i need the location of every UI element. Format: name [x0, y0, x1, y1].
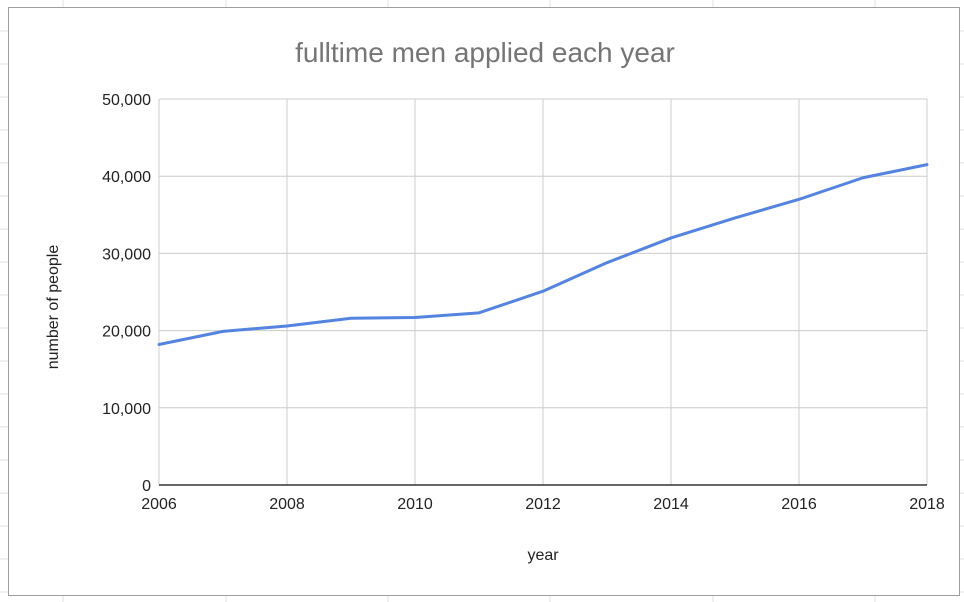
series-layer — [157, 163, 929, 346]
y-axis-title: number of people — [45, 245, 62, 370]
line-chart: fulltime men applied each year 0 10,000 20… — [45, 37, 945, 564]
x-tick-label: 2008 — [269, 496, 305, 513]
x-tick-label: 2018 — [909, 496, 945, 513]
y-tick-label: 30,000 — [102, 246, 151, 263]
x-tick-label: 2016 — [781, 496, 817, 513]
series-line — [157, 163, 929, 346]
x-axis-title: year — [527, 547, 559, 564]
chart-container[interactable]: fulltime men applied each year 0 10,000 20… — [8, 7, 960, 596]
x-tick-label: 2006 — [141, 496, 177, 513]
x-axis-ticks: 2006 2008 2010 2012 2014 2016 2018 — [141, 496, 945, 513]
y-tick-label: 20,000 — [102, 324, 151, 341]
x-tick-label: 2010 — [397, 496, 433, 513]
y-tick-label: 0 — [142, 478, 151, 495]
horizontal-gridlines — [159, 98, 927, 409]
y-tick-label: 10,000 — [102, 401, 151, 418]
y-tick-label: 40,000 — [102, 169, 151, 186]
chart-title: fulltime men applied each year — [295, 37, 675, 68]
y-tick-label: 50,000 — [102, 92, 151, 109]
x-tick-label: 2014 — [653, 496, 689, 513]
x-tick-label: 2012 — [525, 496, 561, 513]
y-axis-ticks: 0 10,000 20,000 30,000 40,000 50,000 — [102, 92, 151, 495]
